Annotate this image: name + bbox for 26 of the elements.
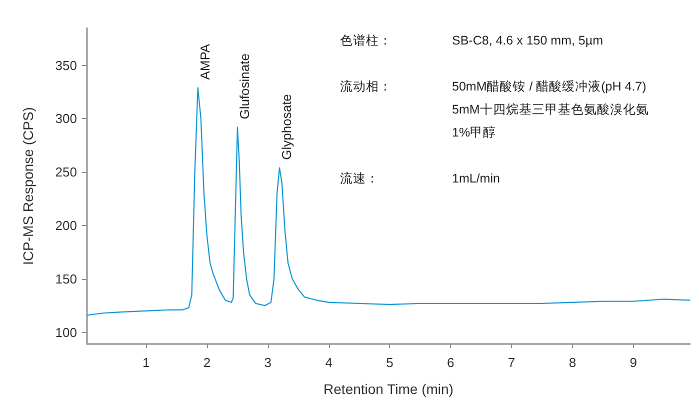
annotation: 50mM醋酸铵 / 醋酸缓冲液(pH 4.7) 5mM十四烷基三甲基色氨酸溴化氨 1%甲醇 (452, 80, 649, 140)
y-tick-label: 250 (55, 164, 77, 180)
annotation: AMPA (197, 44, 212, 80)
annotation: Glyphosate (278, 94, 294, 160)
y-tick-label: 300 (55, 111, 77, 126)
annotation: 1mL/min (452, 172, 500, 186)
y-axis-title: ICP-MS Response (CPS) (20, 107, 36, 265)
annotation: SB-C8, 4.6 x 150 mm, 5µm (452, 34, 604, 48)
x-tick-label: 4 (325, 355, 332, 370)
x-tick-label: 5 (386, 355, 394, 370)
x-tick-label: 1 (142, 355, 150, 370)
x-tick-label: 9 (630, 355, 637, 370)
annotation: 流速： (340, 170, 379, 186)
y-tick-label: 150 (55, 271, 77, 286)
annotation: Glufosinate (236, 54, 252, 120)
x-tick-label: 3 (264, 355, 272, 370)
x-tick-label: 6 (447, 355, 454, 370)
x-tick-label: 8 (568, 355, 576, 370)
x-tick-label: 7 (508, 355, 516, 370)
annotation: 色谱柱： (340, 34, 392, 48)
y-tick-label: 200 (55, 218, 77, 233)
x-tick-label: 2 (203, 355, 211, 370)
x-axis-title: Retention Time (min) (324, 381, 454, 397)
y-tick-label: 350 (55, 58, 77, 73)
annotation: 流动相： (340, 78, 392, 94)
y-tick-label: 100 (55, 324, 77, 340)
